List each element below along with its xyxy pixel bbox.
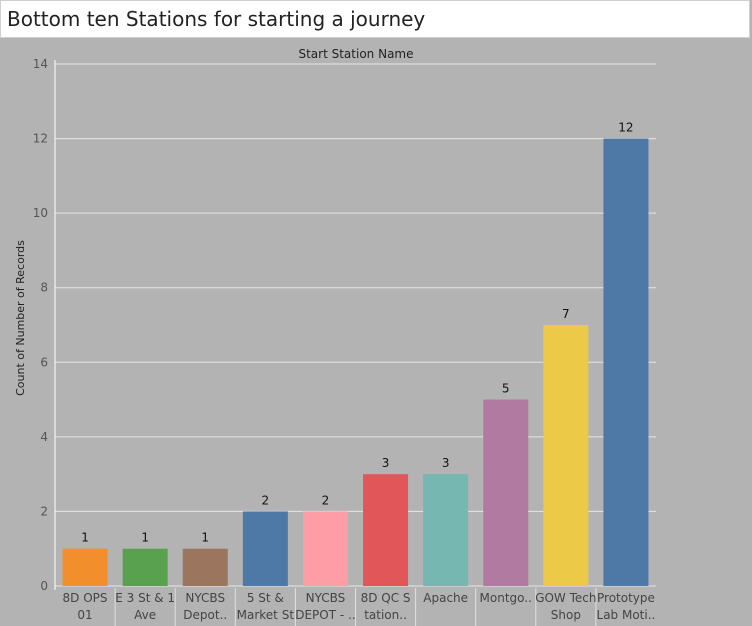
y-tick-label: 2 (40, 504, 48, 518)
bar (483, 399, 529, 586)
category-label: Lab Moti.. (597, 608, 656, 622)
data-label: 12 (618, 121, 633, 135)
bar (182, 548, 228, 586)
y-tick-label: 4 (40, 430, 48, 444)
category-label: NYCBS (185, 591, 225, 605)
page-title: Bottom ten Stations for starting a journ… (7, 7, 426, 31)
data-label: 2 (322, 493, 330, 507)
bar (302, 511, 348, 586)
bar (122, 548, 168, 586)
data-label: 3 (442, 456, 450, 470)
data-label: 1 (201, 531, 209, 545)
category-label: Ave (134, 608, 156, 622)
y-tick-label: 0 (40, 579, 48, 593)
category-label: 8D OPS (63, 591, 108, 605)
y-tick-label: 6 (40, 355, 48, 369)
category-label: Montgo.. (480, 591, 532, 605)
category-label: GOW Tech (535, 591, 596, 605)
category-label: DEPOT - .. (295, 608, 355, 622)
data-label: 2 (262, 493, 270, 507)
category-label: NYCBS (306, 591, 346, 605)
axis-lines (54, 60, 597, 626)
y-tick-label: 10 (33, 206, 48, 220)
bar (543, 325, 589, 586)
category-label: tation.. (364, 608, 407, 622)
y-tick-label: 8 (40, 281, 48, 295)
column-header-title: Start Station Name (298, 47, 413, 61)
category-label: Apache (423, 591, 468, 605)
category-label: 01 (77, 608, 92, 622)
data-label: 3 (382, 456, 390, 470)
bar (62, 548, 108, 586)
data-label: 5 (502, 382, 510, 396)
y-axis-title: Count of Number of Records (14, 240, 27, 396)
bar (363, 474, 409, 586)
title-bar: Bottom ten Stations for starting a journ… (0, 0, 750, 38)
data-label: 1 (81, 531, 89, 545)
bar (423, 474, 469, 586)
category-label: Shop (551, 608, 581, 622)
y-tick-label: 12 (33, 132, 48, 146)
y-tick-labels: 0 2 4 6 8 10 12 14 (33, 57, 48, 593)
bars (62, 138, 649, 587)
category-label: 8D QC S (361, 591, 411, 605)
bar (242, 511, 288, 586)
category-labels: 8D OPS 01 E 3 St & 1 Ave NYCBS Depot.. 5 St & M… (63, 591, 656, 622)
category-label: Market St (237, 608, 295, 622)
y-tick-label: 14 (33, 57, 48, 71)
category-label: Depot.. (183, 608, 227, 622)
data-label: 7 (562, 307, 570, 321)
bar (603, 138, 649, 587)
category-label: 5 St & (247, 591, 284, 605)
data-label: 1 (141, 531, 149, 545)
category-label: E 3 St & 1 (115, 591, 175, 605)
category-label: Prototype (597, 591, 655, 605)
